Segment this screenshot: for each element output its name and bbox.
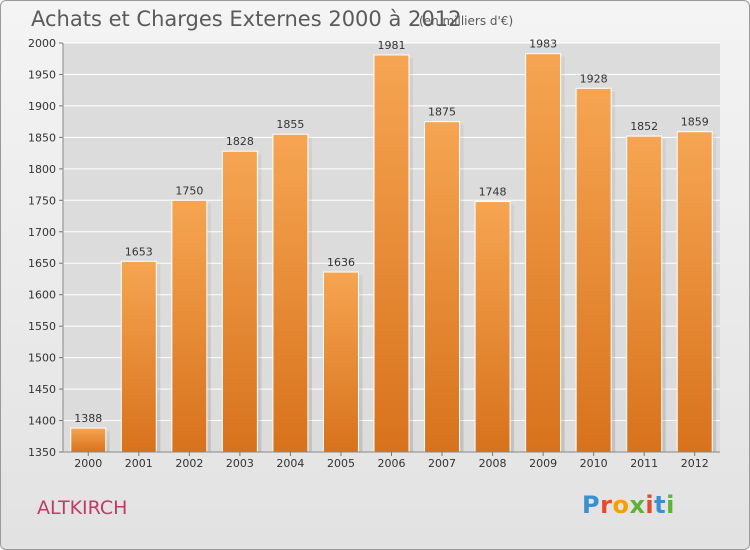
- y-tick-label: 1900: [28, 100, 56, 113]
- logo-letter: i: [666, 491, 675, 519]
- y-tick-label: 1500: [28, 352, 56, 365]
- bar-2005: [322, 271, 359, 453]
- value-label: 1748: [479, 186, 507, 199]
- x-tick-label: 2000: [74, 457, 102, 470]
- logo-letter: r: [600, 491, 613, 519]
- logo-letter: i: [645, 491, 655, 519]
- y-tick-label: 1750: [28, 194, 56, 207]
- chart-subtitle: (en milliers d'€): [419, 14, 514, 28]
- x-tick-label: 2010: [580, 457, 608, 470]
- value-label: 1875: [428, 106, 456, 119]
- value-label: 1855: [276, 118, 304, 131]
- logo-letter: o: [612, 491, 630, 519]
- value-label: 1981: [378, 39, 406, 52]
- y-tick-label: 1550: [28, 320, 56, 333]
- bar-2000: [70, 427, 107, 453]
- y-tick-label: 1800: [28, 163, 56, 176]
- bar-2007: [424, 121, 461, 453]
- chart-title: Achats et Charges Externes 2000 à 2012: [31, 7, 462, 31]
- x-tick-label: 2008: [479, 457, 507, 470]
- value-label: 1928: [580, 72, 608, 85]
- y-tick-label: 1350: [28, 446, 56, 459]
- y-tick-label: 1600: [28, 289, 56, 302]
- value-label: 1859: [681, 116, 709, 129]
- value-label: 1388: [74, 412, 102, 425]
- bar-2002: [171, 199, 208, 453]
- x-tick-label: 2009: [529, 457, 557, 470]
- x-tick-label: 2011: [630, 457, 658, 470]
- value-label: 1653: [125, 245, 153, 258]
- logo-letter: x: [629, 491, 646, 519]
- y-tick-label: 1950: [28, 68, 56, 81]
- bar-2011: [626, 135, 663, 453]
- value-label: 1852: [630, 120, 658, 133]
- logo-letter: t: [654, 491, 667, 519]
- x-tick-label: 2004: [276, 457, 304, 470]
- bar-2009: [525, 53, 562, 453]
- y-tick-label: 1400: [28, 415, 56, 428]
- bar-2008: [474, 201, 511, 453]
- bar-2010: [575, 87, 612, 453]
- x-tick-label: 2001: [125, 457, 153, 470]
- y-tick-label: 1850: [28, 131, 56, 144]
- x-tick-label: 2002: [175, 457, 203, 470]
- value-label: 1750: [175, 184, 203, 197]
- bar-2003: [221, 150, 258, 453]
- y-tick-label: 1450: [28, 383, 56, 396]
- y-tick-label: 2000: [28, 37, 56, 50]
- x-tick-label: 2003: [226, 457, 254, 470]
- value-label: 1636: [327, 256, 355, 269]
- x-tick-label: 2007: [428, 457, 456, 470]
- value-label: 1828: [226, 135, 254, 148]
- x-tick-label: 2012: [681, 457, 709, 470]
- x-tick-label: 2005: [327, 457, 355, 470]
- x-tick-label: 2006: [378, 457, 406, 470]
- bar-2004: [272, 133, 309, 453]
- y-tick-label: 1650: [28, 257, 56, 270]
- proxiti-logo: Proxiti: [582, 491, 675, 519]
- logo-letter: P: [582, 491, 601, 519]
- y-tick-label: 1700: [28, 226, 56, 239]
- town-name: ALTKIRCH: [37, 497, 128, 519]
- bar-2012: [676, 131, 713, 453]
- value-label: 1983: [529, 38, 557, 51]
- bar-2006: [373, 54, 410, 453]
- bar-2001: [120, 260, 157, 453]
